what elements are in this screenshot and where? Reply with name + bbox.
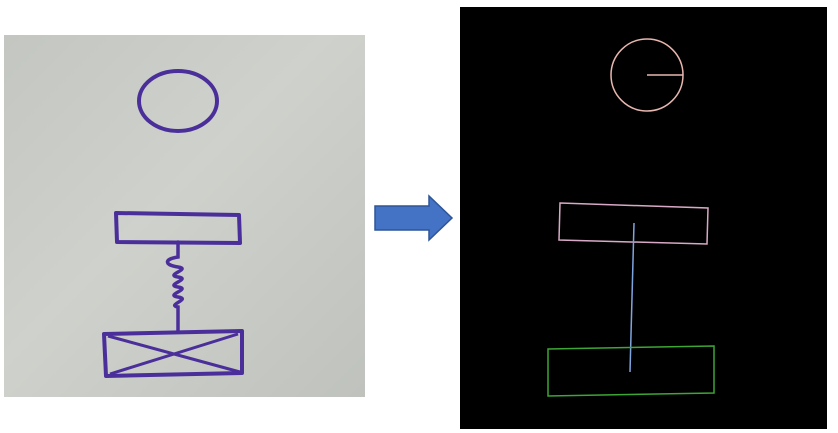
top-rectangle	[558, 202, 709, 245]
diagram-background	[460, 7, 827, 429]
digitized-diagram	[460, 7, 827, 429]
arrow-icon	[374, 194, 454, 242]
digitized-diagram-canvas	[460, 7, 827, 429]
sketch-photo	[4, 35, 365, 397]
bottom-rectangle	[547, 345, 715, 397]
sketch-bottom-rectangle	[102, 329, 244, 378]
sketch-cross-line-2	[109, 332, 239, 376]
sketch-photo-canvas	[4, 35, 365, 397]
sketch-top-rectangle	[114, 211, 242, 245]
right-arrow	[374, 194, 454, 242]
sketch-spring	[165, 240, 184, 334]
sketch-circle	[137, 69, 219, 133]
